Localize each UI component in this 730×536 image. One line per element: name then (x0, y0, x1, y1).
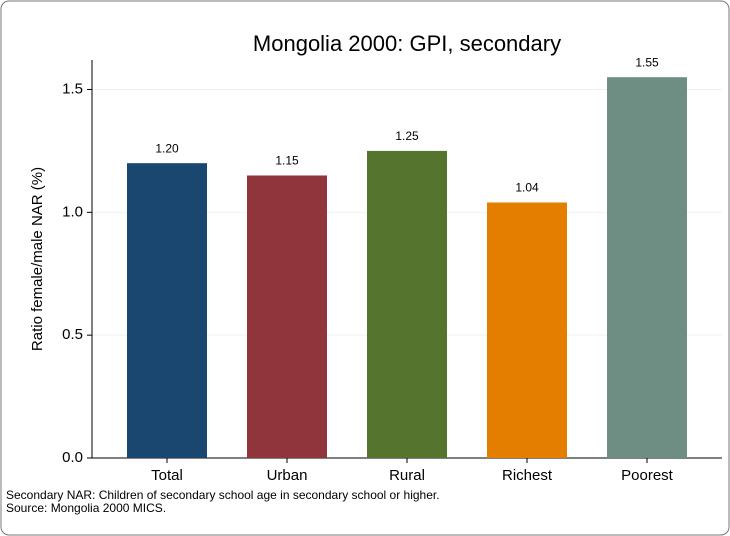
y-tick-label: 1.5 (62, 80, 83, 97)
x-tick-label: Total (151, 467, 183, 484)
value-label: 1.55 (635, 55, 659, 69)
note: Source: Mongolia 2000 MICS. (6, 501, 166, 515)
bar (367, 150, 447, 458)
bar (487, 202, 567, 458)
x-tick-label: Poorest (621, 467, 674, 484)
value-label: 1.15 (275, 154, 299, 168)
note: Secondary NAR: Children of secondary sch… (6, 488, 440, 502)
x-tick-label: Urban (267, 467, 308, 484)
value-label: 1.04 (515, 181, 539, 195)
x-tick-label: Richest (502, 467, 553, 484)
y-tick-label: 0.0 (62, 449, 83, 466)
bar (607, 77, 687, 458)
value-label: 1.20 (155, 141, 179, 155)
y-tick-label: 0.5 (62, 326, 83, 343)
x-tick-label: Rural (389, 467, 425, 484)
bar (127, 163, 207, 458)
value-label: 1.25 (395, 129, 419, 143)
chart-title: Mongolia 2000: GPI, secondary (253, 31, 561, 56)
y-tick-label: 1.0 (62, 203, 83, 220)
y-axis-label: Ratio female/male NAR (%) (29, 167, 46, 351)
bar (247, 175, 327, 459)
